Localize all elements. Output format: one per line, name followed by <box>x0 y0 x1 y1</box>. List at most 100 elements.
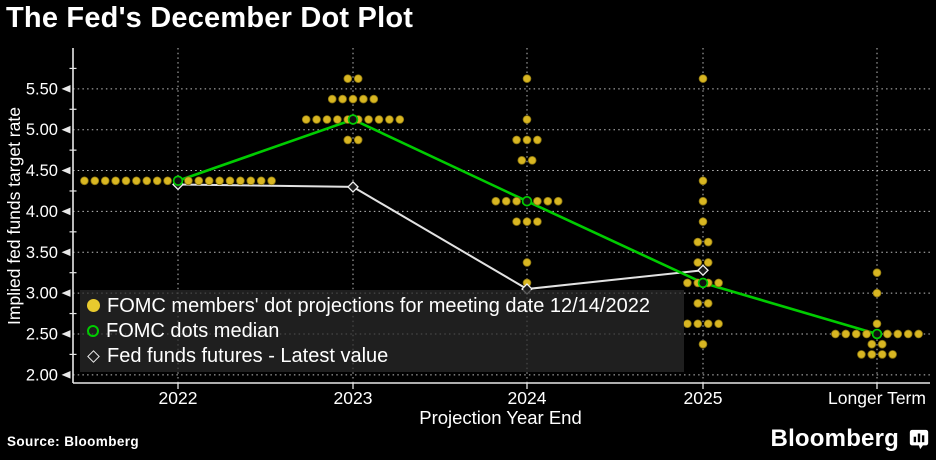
fomc-dot <box>533 196 542 206</box>
fomc-dot <box>831 329 840 339</box>
tick-arrow-icon <box>61 330 71 338</box>
fomc-dot <box>225 176 235 186</box>
fomc-dot <box>364 115 373 124</box>
fomc-dot <box>851 329 861 339</box>
fomc-dot <box>522 258 532 267</box>
fomc-dot <box>491 196 501 206</box>
y-tick-label: 3.00 <box>26 285 58 303</box>
legend-item-fomc-dots: FOMC members' dot projections for meetin… <box>87 296 680 316</box>
fomc-dot <box>703 319 713 329</box>
tick-arrow-icon <box>61 371 71 379</box>
fomc-dot <box>841 329 851 339</box>
fomc-dot <box>322 115 332 124</box>
x-tick-label: 2024 <box>508 388 547 408</box>
fomc-dot <box>693 299 703 308</box>
x-tick-label: 2023 <box>334 388 373 408</box>
tick-arrow-icon <box>61 125 71 134</box>
fomc-dot <box>698 176 708 186</box>
fomc-dot <box>142 176 152 186</box>
x-tick-label: 2025 <box>684 388 723 408</box>
fomc-dot <box>543 196 553 206</box>
fomc-dot <box>893 329 903 339</box>
bar-chart-bubble-icon <box>909 429 929 450</box>
y-tick-label: 4.00 <box>26 203 58 221</box>
source-note: Source: Bloomberg <box>7 434 140 449</box>
tick-arrow-icon <box>61 85 71 93</box>
fomc-dot <box>353 74 363 83</box>
fomc-dot <box>359 94 368 104</box>
fomc-dot <box>184 176 193 186</box>
median-markers <box>172 114 883 340</box>
legend-item-median: FOMC dots median <box>87 321 680 341</box>
fomc-dot <box>517 156 527 165</box>
fomc-dot <box>522 217 532 226</box>
fomc-dot <box>533 135 542 145</box>
futures-line <box>177 183 704 291</box>
fomc-dot <box>100 176 110 186</box>
futures-marker-icon <box>347 180 359 193</box>
fomc-dot <box>312 115 321 124</box>
fomc-dot <box>374 115 384 124</box>
fomc-dot <box>698 339 708 349</box>
fomc-dot <box>522 115 532 124</box>
fomc-dot <box>194 176 204 186</box>
fomc-dot <box>888 350 897 359</box>
fomc-dot <box>533 217 542 226</box>
fomc-dot <box>385 115 394 124</box>
white-open-diamond-icon <box>87 349 100 363</box>
fomc-dot <box>236 176 245 186</box>
fomc-dot <box>353 135 363 145</box>
fomc-dot <box>121 176 131 186</box>
fomc-dot <box>132 176 141 186</box>
futures-marker-icon <box>697 264 709 277</box>
legend-item-futures: Fed funds futures - Latest value <box>87 346 680 366</box>
fomc-dot <box>714 278 723 288</box>
fomc-dot <box>152 176 162 186</box>
fomc-dot <box>522 135 532 145</box>
median-marker-icon <box>521 195 533 207</box>
fomc-dot <box>369 94 379 104</box>
y-tick-label: 3.50 <box>26 244 58 262</box>
fomc-dot <box>703 237 713 247</box>
legend-label: Fed funds futures - Latest value <box>107 345 389 368</box>
fomc-dot <box>703 258 713 267</box>
fomc-dot <box>512 196 521 206</box>
yellow-dot-icon <box>87 299 100 313</box>
fomc-dot <box>256 176 266 186</box>
fomc-dot <box>301 115 311 124</box>
fomc-dot <box>698 196 708 206</box>
y-tick-label: 4.50 <box>26 162 58 180</box>
fomc-dot <box>867 339 877 349</box>
legend-label: FOMC dots median <box>106 319 280 342</box>
chart-legend: FOMC members' dot projections for meetin… <box>80 290 684 372</box>
fomc-dot <box>163 176 172 186</box>
median-marker-icon <box>871 328 883 340</box>
green-open-circle-icon <box>87 324 99 337</box>
futures-markers <box>172 178 709 295</box>
fomc-dot <box>698 74 708 83</box>
fomc-dot <box>683 319 692 329</box>
fomc-dot <box>343 74 353 83</box>
median-marker-icon <box>172 175 184 187</box>
fomc-dot <box>501 196 511 206</box>
fomc-dot <box>80 176 89 186</box>
fomc-dot <box>877 350 887 359</box>
fomc-dot <box>204 176 214 186</box>
bloomberg-logo: Bloomberg <box>771 425 930 453</box>
fomc-dot <box>343 135 353 145</box>
tick-arrow-icon <box>61 248 71 257</box>
fomc-dot <box>703 299 713 308</box>
fomc-dot <box>395 115 405 124</box>
fomc-dot <box>857 350 866 359</box>
fomc-dot <box>327 94 337 104</box>
fomc-dot <box>338 94 347 104</box>
x-axis-title: Projection Year End <box>419 407 582 428</box>
legend-label: FOMC members' dot projections for meetin… <box>107 294 650 317</box>
x-tick-label: Longer Term <box>828 388 926 408</box>
tick-arrow-icon <box>61 289 71 297</box>
y-tick-label: 2.50 <box>26 325 58 343</box>
fomc-dot <box>877 339 887 349</box>
y-tick-labels: 5.50 5.00 4.50 4.00 3.50 3.00 2.50 2.00 <box>26 80 71 384</box>
